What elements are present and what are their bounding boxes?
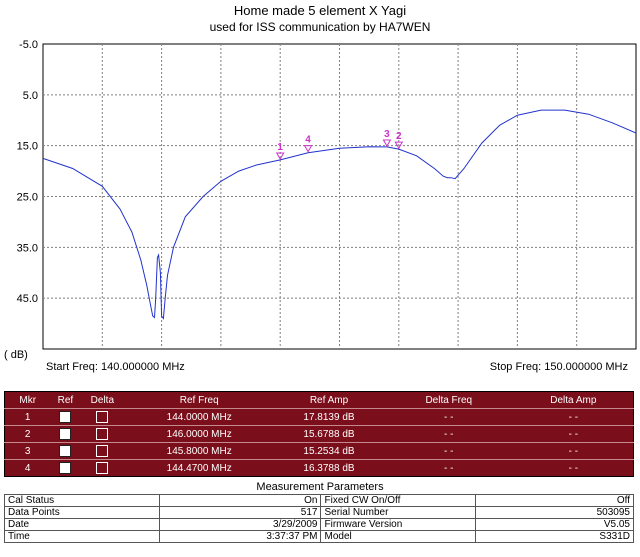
- col-delta: Delta: [90, 394, 115, 406]
- chart-subtitle: used for ISS communication by HA7WEN: [209, 20, 431, 34]
- ref-amp: 15.6788 dB: [274, 425, 384, 443]
- ref-freq: 144.4700 MHz: [124, 459, 275, 477]
- param-value: S331D: [475, 530, 634, 543]
- col-ref-amp: Ref Amp: [309, 394, 349, 406]
- param-value: 3:37:37 PM: [158, 530, 322, 543]
- marker-label: 1: [277, 142, 283, 153]
- ref-checkbox[interactable]: [50, 425, 81, 443]
- y-tick-label: 25.0: [17, 192, 38, 204]
- table-row: Cal Status On Fixed CW On/Off Off: [4, 494, 634, 507]
- marker-triangle: [275, 152, 285, 160]
- delta-freq: - -: [383, 425, 514, 443]
- param-value: 3/29/2009: [158, 518, 322, 531]
- delta-freq: - -: [383, 459, 514, 477]
- marker-triangle: [394, 141, 404, 150]
- trace-line: [42, 109, 637, 320]
- table-row: 1 144.0000 MHz 17.8139 dB - - - -: [4, 408, 634, 426]
- ref-checkbox[interactable]: [50, 442, 81, 460]
- markers: 1 23 4: [275, 129, 404, 160]
- delta-checkbox[interactable]: [80, 459, 125, 477]
- param-label: Date: [4, 518, 160, 531]
- marker-label: 2: [396, 131, 402, 142]
- y-axis-ticks: -5.0 5.0 15.0 25.0 35.0 45.0: [17, 39, 38, 305]
- ref-checkbox[interactable]: [50, 459, 81, 477]
- ref-amp: 17.8139 dB: [274, 408, 384, 426]
- table-row: Time 3:37:37 PM Model S331D: [4, 530, 634, 543]
- mkr-number: 1: [4, 408, 51, 426]
- table-row: Date 3/29/2009 Firmware Version V5.05: [4, 518, 634, 531]
- param-label: Firmware Version: [320, 518, 477, 531]
- stop-freq-label: Stop Freq: 150.000000 MHz: [489, 361, 628, 373]
- mkr-number: 4: [4, 459, 51, 477]
- marker-table-header: Mkr Ref Delta Ref Freq Ref Amp Delta Fre…: [4, 391, 634, 409]
- param-label: Serial Number: [320, 506, 477, 519]
- col-delta-amp: Delta Amp: [550, 394, 597, 406]
- grid: [43, 44, 636, 349]
- param-label: Fixed CW On/Off: [320, 494, 477, 507]
- delta-amp: - -: [513, 442, 634, 460]
- param-value: Off: [475, 494, 634, 507]
- ref-amp: 15.2534 dB: [274, 442, 384, 460]
- col-ref-freq: Ref Freq: [179, 394, 219, 406]
- marker-triangle: [382, 139, 392, 147]
- marker-label: 3: [384, 129, 390, 140]
- mkr-number: 3: [4, 442, 51, 460]
- y-tick-label: 45.0: [17, 293, 38, 305]
- marker-table: Mkr Ref Delta Ref Freq Ref Amp Delta Fre…: [4, 391, 634, 477]
- y-tick-label: 15.0: [17, 141, 38, 153]
- param-label: Time: [4, 530, 160, 543]
- measurement-parameters-table: Cal Status On Fixed CW On/Off Off Data P…: [4, 494, 634, 543]
- mkr-number: 2: [4, 425, 51, 443]
- delta-amp: - -: [513, 425, 634, 443]
- table-row: 4 144.4700 MHz 16.3788 dB - - - -: [4, 459, 634, 477]
- ref-checkbox[interactable]: [50, 408, 81, 426]
- col-mkr: Mkr: [19, 394, 37, 406]
- ref-freq: 145.8000 MHz: [124, 442, 275, 460]
- marker-label: 4: [305, 135, 311, 146]
- param-value: On: [158, 494, 322, 507]
- delta-checkbox[interactable]: [80, 442, 125, 460]
- param-label: Cal Status: [4, 494, 160, 507]
- param-label: Model: [320, 530, 477, 543]
- marker-triangle: [303, 145, 313, 153]
- chart-title: Home made 5 element X Yagi: [233, 3, 407, 18]
- delta-checkbox[interactable]: [80, 425, 125, 443]
- y-tick-label: -5.0: [19, 39, 38, 51]
- table-row: Data Points 517 Serial Number 503095: [4, 506, 634, 519]
- ref-freq: 146.0000 MHz: [124, 425, 275, 443]
- param-value: V5.05: [475, 518, 634, 531]
- y-tick-label: 5.0: [23, 90, 38, 102]
- delta-checkbox[interactable]: [80, 408, 125, 426]
- start-freq-label: Start Freq: 140.000000 MHz: [46, 361, 185, 373]
- y-tick-label: 35.0: [17, 242, 38, 254]
- param-label: Data Points: [4, 506, 160, 519]
- y-axis-label: ( dB): [4, 349, 28, 361]
- delta-amp: - -: [513, 408, 634, 426]
- param-value: 503095: [475, 506, 634, 519]
- delta-amp: - -: [513, 459, 634, 477]
- col-delta-freq: Delta Freq: [425, 394, 473, 406]
- table-row: 3 145.8000 MHz 15.2534 dB - - - -: [4, 442, 634, 460]
- ref-freq: 144.0000 MHz: [124, 408, 275, 426]
- table-row: 2 146.0000 MHz 15.6788 dB - - - -: [4, 425, 634, 443]
- col-ref: Ref: [57, 394, 74, 406]
- return-loss-chart: -5.0 5.0 15.0 25.0 35.0 45.0 ( dB) 1 23 4: [4, 39, 637, 361]
- delta-freq: - -: [383, 442, 514, 460]
- delta-freq: - -: [383, 408, 514, 426]
- ref-amp: 16.3788 dB: [274, 459, 384, 477]
- param-value: 517: [158, 506, 322, 519]
- measurement-parameters-title: Measurement Parameters: [256, 481, 384, 493]
